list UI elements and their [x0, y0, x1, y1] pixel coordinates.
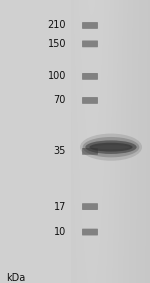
Text: 35: 35	[54, 146, 66, 156]
FancyBboxPatch shape	[82, 40, 98, 47]
Text: 210: 210	[48, 20, 66, 31]
Text: 10: 10	[54, 227, 66, 237]
Ellipse shape	[89, 143, 133, 152]
Ellipse shape	[85, 140, 137, 154]
Ellipse shape	[80, 134, 142, 161]
Text: 100: 100	[48, 71, 66, 82]
FancyBboxPatch shape	[82, 148, 98, 155]
FancyBboxPatch shape	[82, 73, 98, 80]
Text: 17: 17	[54, 201, 66, 212]
Ellipse shape	[83, 137, 139, 157]
Text: 150: 150	[48, 39, 66, 49]
Ellipse shape	[92, 145, 130, 149]
FancyBboxPatch shape	[82, 203, 98, 210]
Text: 70: 70	[54, 95, 66, 106]
FancyBboxPatch shape	[82, 22, 98, 29]
Bar	[70, 0, 150, 283]
FancyBboxPatch shape	[82, 229, 98, 235]
Text: kDa: kDa	[6, 273, 25, 283]
FancyBboxPatch shape	[82, 97, 98, 104]
